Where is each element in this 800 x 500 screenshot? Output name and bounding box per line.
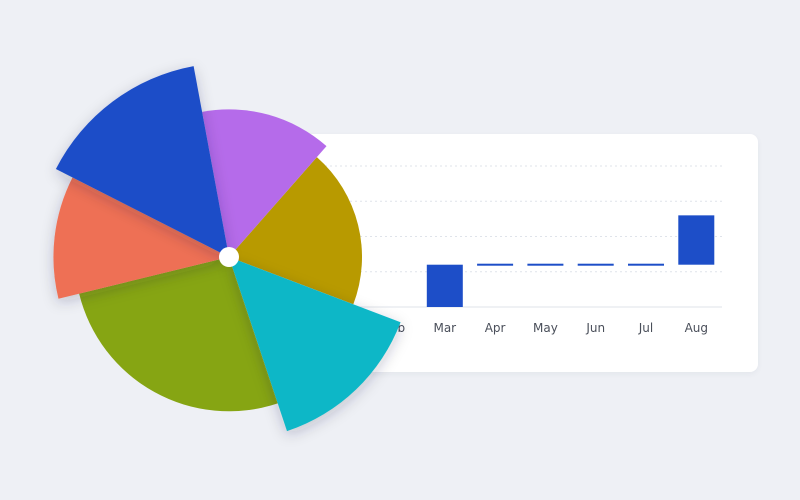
- blue-sector[interactable]: [55, 66, 229, 257]
- cyan-sector[interactable]: [229, 257, 401, 432]
- bar-may[interactable]: [527, 263, 564, 266]
- x-tick-label-jun: Jun: [585, 321, 605, 335]
- x-tick-label-jul: Jul: [638, 321, 653, 335]
- bar-apr[interactable]: [477, 263, 514, 266]
- x-tick-label-apr: Apr: [485, 321, 506, 335]
- x-tick-label-may: May: [533, 321, 558, 335]
- olive-sector[interactable]: [79, 257, 278, 412]
- purple-sector[interactable]: [202, 109, 327, 257]
- x-tick-label-mar: Mar: [433, 321, 456, 335]
- coral-sector[interactable]: [53, 177, 230, 299]
- center-dot: [219, 247, 239, 267]
- bar-jun[interactable]: [577, 263, 614, 266]
- gold-sector[interactable]: [229, 157, 363, 305]
- bar-jul[interactable]: [628, 263, 664, 266]
- x-tick-label-aug: Aug: [685, 321, 708, 335]
- bar-mar[interactable]: [426, 264, 463, 307]
- polar-area-chart: [53, 66, 401, 432]
- bar-aug[interactable]: [678, 215, 715, 265]
- bar-chart: FebMarAprMayJunJulAug: [320, 165, 722, 335]
